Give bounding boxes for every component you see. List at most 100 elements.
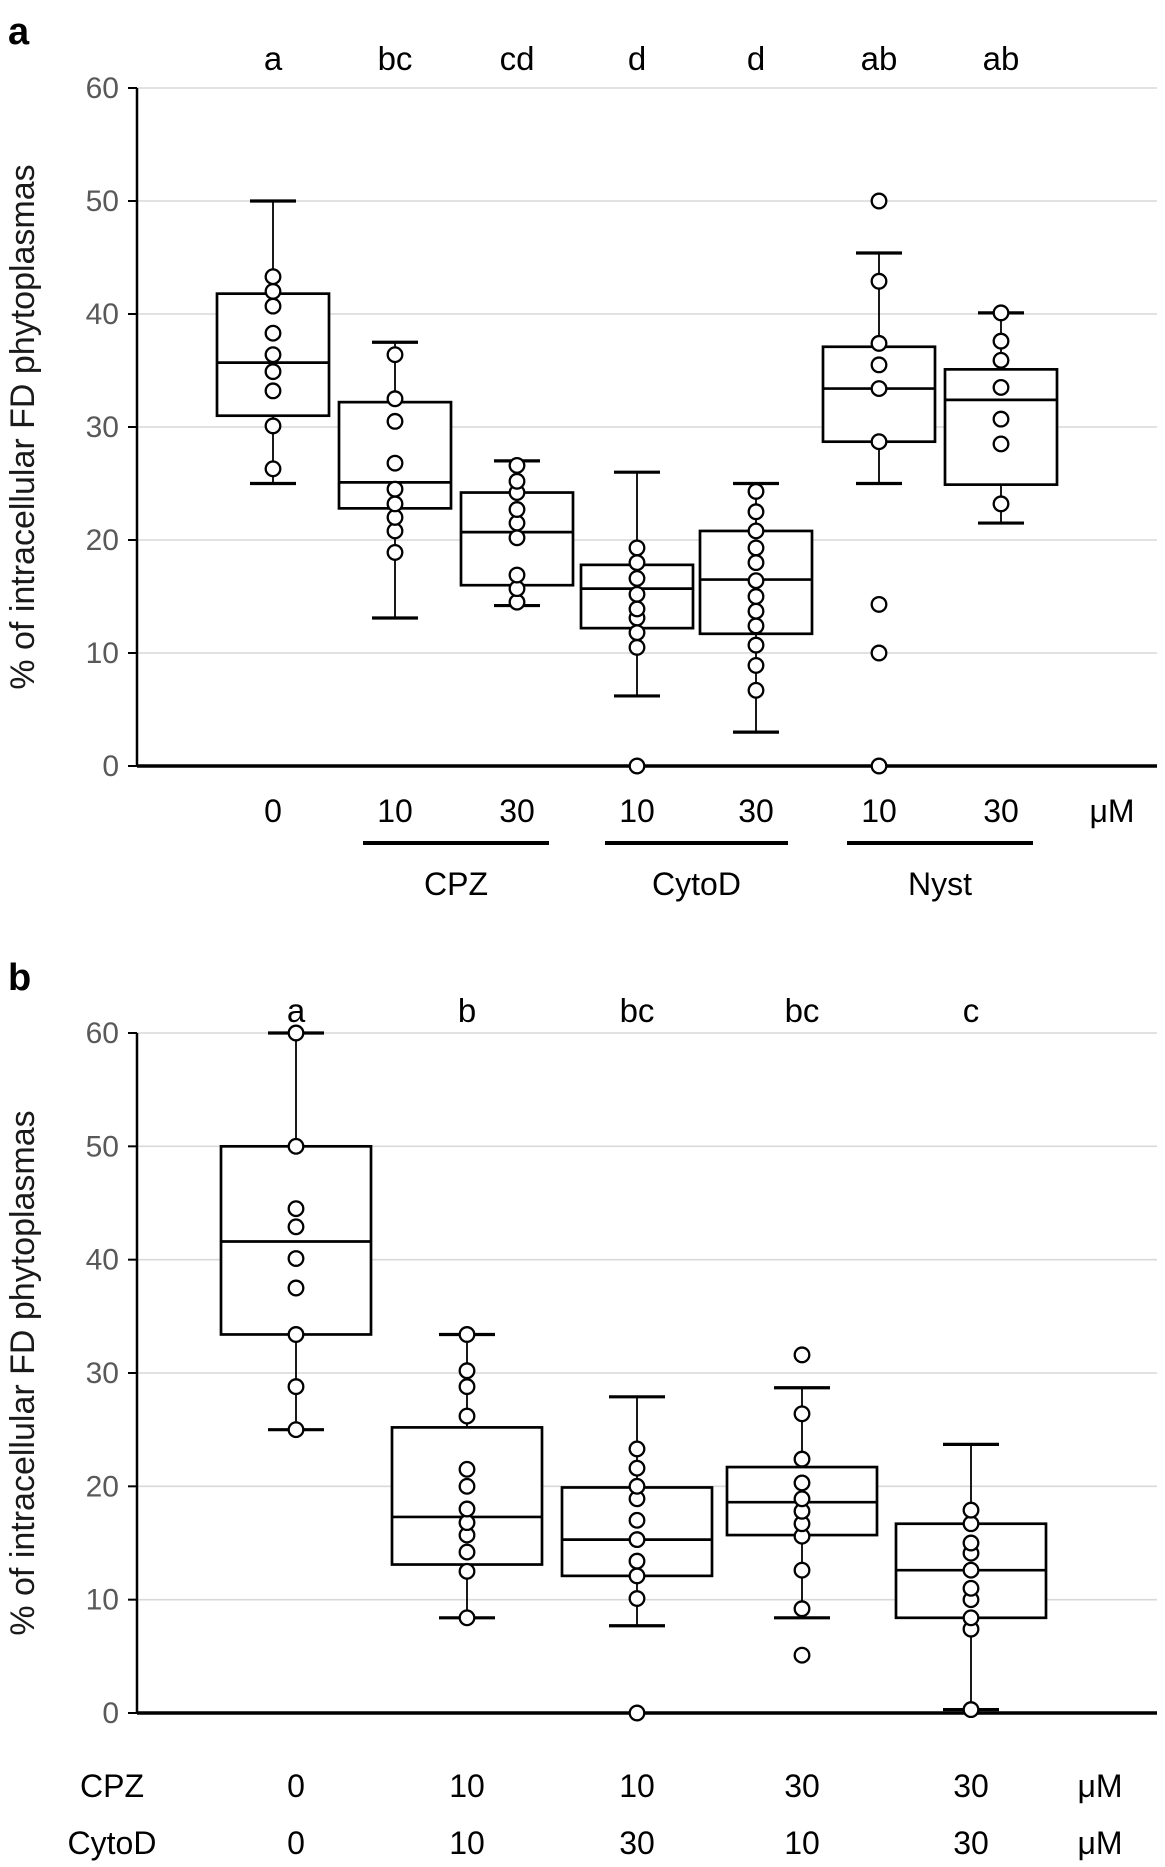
- data-point: [870, 356, 888, 374]
- data-point: [793, 1405, 811, 1423]
- data-point: [287, 1137, 305, 1155]
- data-point: [458, 1378, 476, 1396]
- data-point: [793, 1474, 811, 1492]
- y-tick-label: 50: [86, 185, 119, 218]
- y-tick-label: 50: [86, 1130, 119, 1163]
- data-point: [264, 382, 282, 400]
- treatment-label: CytoD: [652, 866, 741, 902]
- data-point: [962, 1534, 980, 1552]
- data-point: [870, 433, 888, 451]
- y-tick-label: 10: [86, 1584, 119, 1617]
- data-point: [264, 324, 282, 342]
- x-tick-label: 10: [861, 793, 897, 829]
- data-point: [747, 482, 765, 500]
- data-point: [264, 460, 282, 478]
- y-tick-label: 40: [86, 1244, 119, 1277]
- data-point: [747, 681, 765, 699]
- data-point: [747, 602, 765, 620]
- treatment-label: CPZ: [424, 866, 488, 902]
- data-point: [870, 595, 888, 613]
- data-point: [287, 1326, 305, 1343]
- data-point: [287, 1378, 305, 1396]
- dose-row-label: CPZ: [80, 1768, 144, 1804]
- sig-letter: bc: [785, 992, 820, 1029]
- data-point: [962, 1579, 980, 1597]
- data-point: [992, 435, 1010, 453]
- dose-value: 0: [287, 1768, 305, 1804]
- data-point: [386, 543, 404, 561]
- data-point: [747, 539, 765, 557]
- data-point: [508, 514, 526, 532]
- data-point: [386, 390, 404, 408]
- data-point: [992, 332, 1010, 350]
- data-point: [992, 304, 1010, 322]
- data-point: [870, 192, 888, 210]
- y-tick-label: 60: [86, 72, 119, 105]
- data-point: [386, 508, 404, 526]
- data-point: [508, 529, 526, 547]
- data-point: [458, 1407, 476, 1425]
- data-point: [747, 522, 765, 540]
- x-tick-label: 10: [619, 793, 655, 829]
- sig-letter: b: [458, 992, 476, 1029]
- sig-letter: c: [963, 992, 980, 1029]
- data-point: [628, 1511, 646, 1529]
- data-point: [992, 410, 1010, 428]
- sig-letter: ab: [861, 40, 898, 77]
- data-point: [628, 569, 646, 587]
- data-point: [793, 1490, 811, 1508]
- dose-value: 10: [449, 1768, 485, 1804]
- panel-letter: a: [8, 11, 30, 53]
- data-point: [628, 1440, 646, 1458]
- y-tick-label: 0: [102, 1697, 119, 1730]
- data-point: [458, 1562, 476, 1580]
- data-point: [508, 501, 526, 518]
- sig-letter: cd: [500, 40, 535, 77]
- sig-letter: a: [287, 992, 306, 1029]
- dose-value: 30: [953, 1825, 989, 1861]
- data-point: [458, 1362, 476, 1380]
- x-tick-label: 30: [983, 793, 1019, 829]
- y-tick-label: 20: [86, 524, 119, 557]
- unit-label: μM: [1077, 1768, 1122, 1804]
- data-point: [386, 412, 404, 430]
- data-point: [870, 272, 888, 290]
- data-point: [747, 636, 765, 654]
- data-point: [458, 1609, 476, 1627]
- x-tick-label: 10: [377, 793, 413, 829]
- data-point: [628, 1531, 646, 1549]
- data-point: [628, 585, 646, 603]
- unit-label: μM: [1077, 1825, 1122, 1861]
- x-tick-label: 30: [738, 793, 774, 829]
- dose-value: 30: [784, 1768, 820, 1804]
- data-point: [747, 588, 765, 605]
- data-point: [508, 456, 526, 474]
- data-point: [508, 580, 526, 598]
- data-point: [628, 554, 646, 572]
- dose-value: 30: [953, 1768, 989, 1804]
- treatment-label: Nyst: [908, 866, 972, 902]
- data-point: [870, 380, 888, 398]
- dose-value: 10: [449, 1825, 485, 1861]
- panel-letter: b: [8, 957, 31, 999]
- data-point: [793, 1561, 811, 1579]
- data-point: [793, 1600, 811, 1618]
- dose-value: 0: [287, 1825, 305, 1861]
- data-point: [458, 1543, 476, 1561]
- data-point: [628, 600, 646, 618]
- data-point: [747, 503, 765, 521]
- dose-row-label: CytoD: [68, 1825, 157, 1861]
- y-axis-title: % of intracellular FD phytoplasmas: [4, 164, 42, 689]
- data-point: [628, 1567, 646, 1585]
- data-point: [962, 1701, 980, 1719]
- sig-letter: bc: [620, 992, 655, 1029]
- data-point: [992, 351, 1010, 369]
- data-point: [287, 1024, 305, 1042]
- data-point: [870, 644, 888, 662]
- data-point: [508, 472, 526, 490]
- data-point: [458, 1326, 476, 1343]
- sig-letter: a: [264, 40, 283, 77]
- data-point: [287, 1218, 305, 1236]
